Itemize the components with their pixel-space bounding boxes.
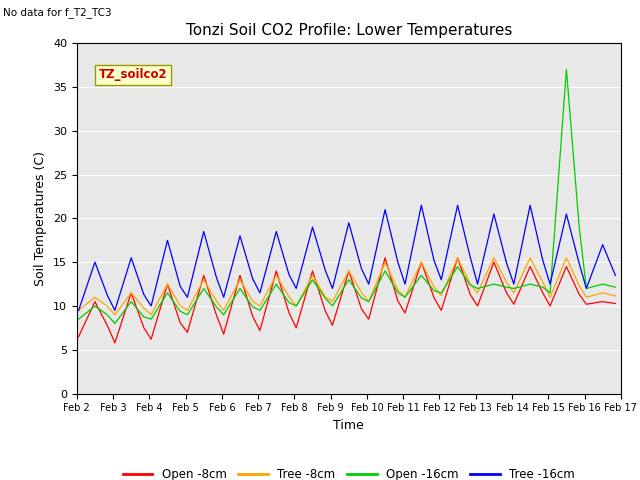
Legend: Open -8cm, Tree -8cm, Open -16cm, Tree -16cm: Open -8cm, Tree -8cm, Open -16cm, Tree -…: [118, 463, 580, 480]
Y-axis label: Soil Temperatures (C): Soil Temperatures (C): [35, 151, 47, 286]
Title: Tonzi Soil CO2 Profile: Lower Temperatures: Tonzi Soil CO2 Profile: Lower Temperatur…: [186, 23, 512, 38]
Text: No data for f_T2_TC3: No data for f_T2_TC3: [3, 7, 112, 18]
Text: TZ_soilco2: TZ_soilco2: [99, 68, 167, 81]
X-axis label: Time: Time: [333, 419, 364, 432]
